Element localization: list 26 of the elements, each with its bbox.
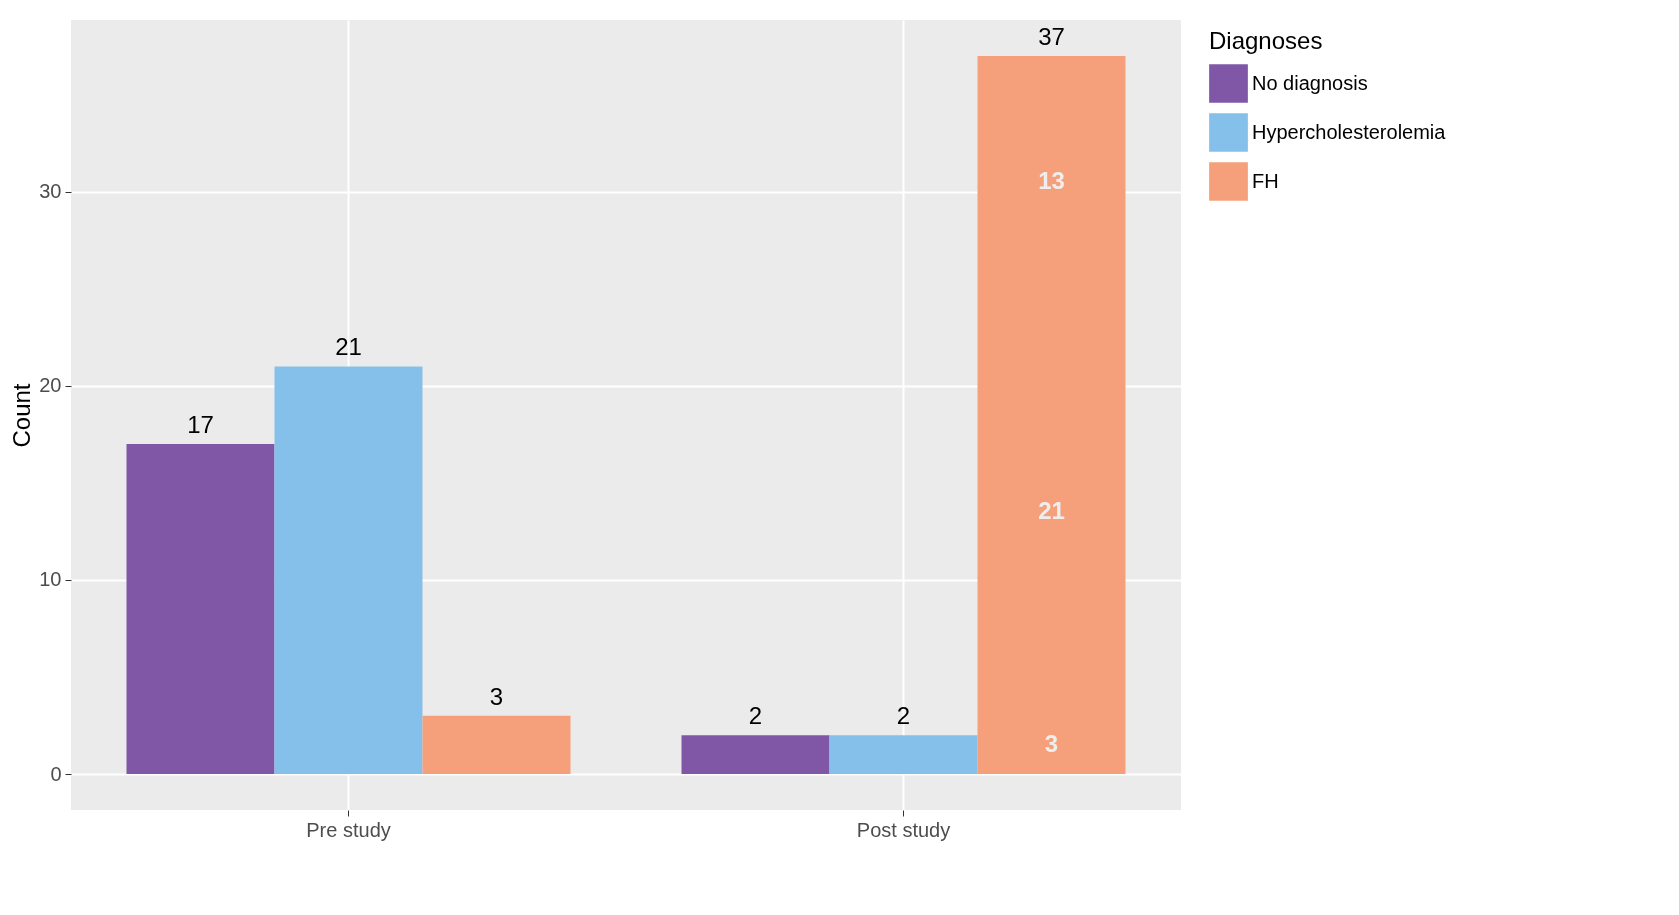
data-label: 17 — [187, 411, 214, 439]
annotation: 21 — [1038, 497, 1065, 525]
legend-label: No diagnosis — [1252, 71, 1368, 94]
y-axis-title: Count — [8, 383, 36, 448]
bar — [126, 444, 275, 775]
legend-title: Diagnoses — [1209, 27, 1323, 54]
bar — [422, 715, 571, 775]
legend-label: Hypercholesterolemia — [1252, 120, 1447, 143]
x-tick-label: Post study — [856, 818, 951, 841]
bar — [681, 735, 830, 775]
x-tick-label: Pre study — [306, 818, 391, 841]
data-label: 21 — [335, 333, 362, 361]
data-label: 37 — [1038, 22, 1065, 50]
data-label: 2 — [748, 702, 763, 730]
annotation: 3 — [1044, 729, 1059, 757]
y-tick-label: 20 — [39, 374, 62, 397]
y-tick-label: 0 — [50, 762, 62, 785]
annotation: 13 — [1038, 167, 1065, 195]
data-label: 2 — [896, 702, 911, 730]
data-label: 3 — [489, 682, 504, 710]
bar — [274, 366, 423, 775]
bar — [977, 55, 1126, 775]
legend-label: FH — [1252, 169, 1279, 192]
y-tick-label: 30 — [39, 180, 62, 203]
bar — [829, 735, 978, 775]
y-tick-label: 10 — [39, 568, 62, 591]
